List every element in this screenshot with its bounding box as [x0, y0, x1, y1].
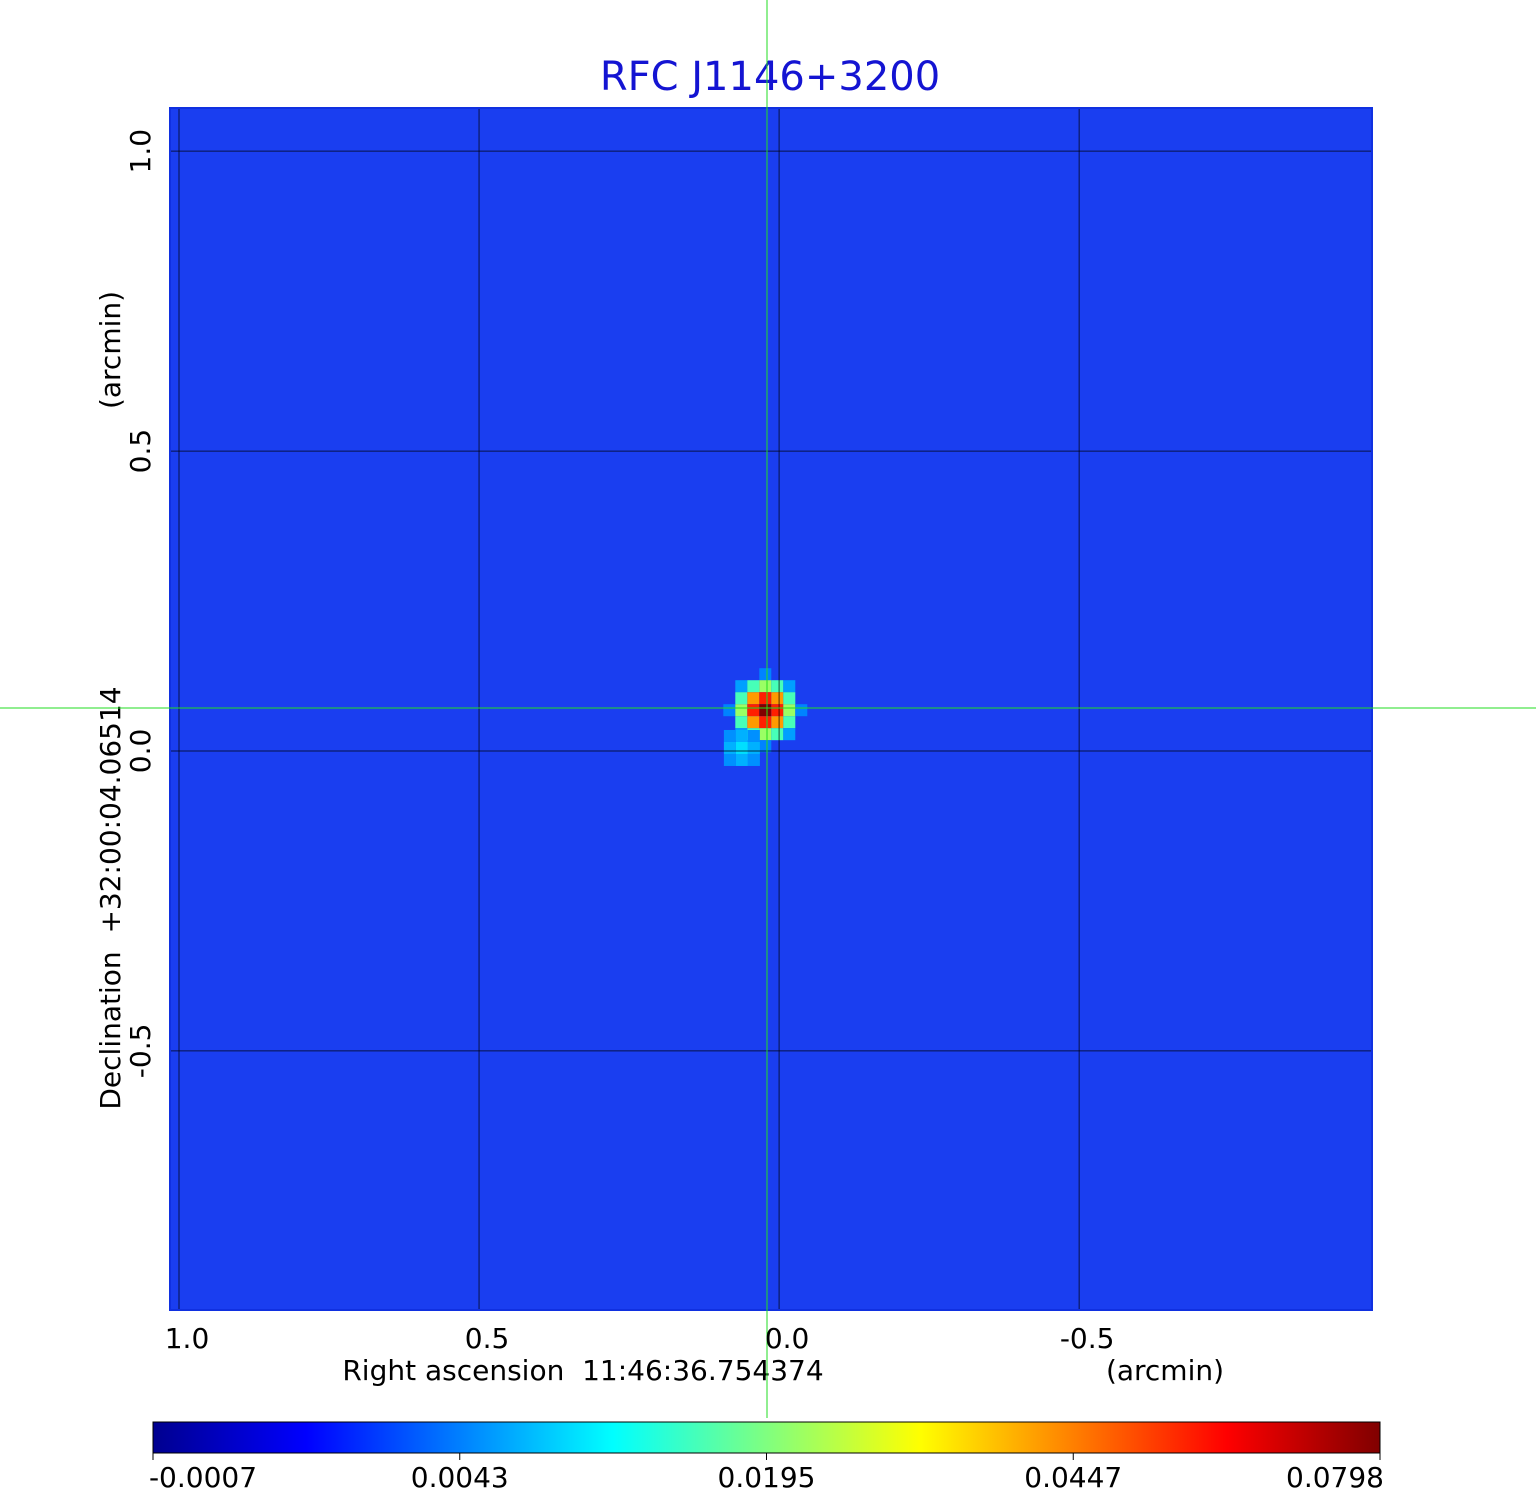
colorbar-tick-label: 0.0043: [411, 1461, 509, 1494]
source-pixel: [723, 729, 736, 742]
source-pixel: [771, 728, 784, 741]
source-pixel: [759, 704, 772, 717]
source-pixel: [771, 716, 784, 729]
source-pixel: [747, 704, 760, 717]
colorbar-tick-label: -0.0007: [149, 1461, 257, 1494]
x-axis-label: Right ascension 11:46:36.754374: [342, 1354, 823, 1387]
x-tick-label: 0.5: [465, 1322, 510, 1355]
source-pixel: [735, 716, 748, 729]
source-pixel: [759, 668, 772, 681]
source-pixel: [759, 728, 772, 741]
colorbar: [152, 1421, 1381, 1454]
source-pixel: [747, 729, 760, 742]
x-tick-label: 0.0: [765, 1322, 810, 1355]
source-pixel: [747, 716, 760, 729]
source-pixel: [723, 741, 736, 754]
y-axis-unit: (arcmin): [94, 291, 127, 409]
source-pixel: [747, 753, 760, 766]
source-pixel: [735, 692, 748, 705]
colorbar-tick-label: 0.0447: [1024, 1461, 1122, 1494]
y-tick-label: 0.0: [124, 729, 157, 774]
source-pixel: [771, 680, 784, 693]
source-pixel: [783, 692, 796, 705]
colorbar-tick-label: 0.0798: [1286, 1461, 1384, 1494]
source-pixel: [783, 680, 796, 693]
source-pixel: [723, 753, 736, 766]
colorbar-tick-label: 0.0195: [718, 1461, 816, 1494]
source-pixel: [783, 704, 796, 717]
y-tick-label: -0.5: [124, 1024, 157, 1079]
x-axis-unit: (arcmin): [1106, 1354, 1224, 1387]
y-tick-label: 1.0: [124, 129, 157, 174]
source-pixel: [723, 704, 736, 717]
x-tick-label: -0.5: [1060, 1322, 1115, 1355]
source-pixel: [759, 740, 772, 753]
source-pixel: [747, 692, 760, 705]
source-pixel: [759, 692, 772, 705]
source-pixel: [735, 729, 748, 742]
image: [723, 668, 808, 766]
source-pixel: [783, 716, 796, 729]
source-pixel: [747, 680, 760, 693]
source-pixel: [735, 704, 748, 717]
colorbar-ticks: -0.0007 0.0043 0.0195 0.0447 0.0798: [149, 1453, 1384, 1494]
grid: [170, 108, 1372, 1310]
source-pixel: [759, 716, 772, 729]
source-pixel: [771, 704, 784, 717]
source-pixel: [735, 680, 748, 693]
chart-title: RFC J1146+3200: [600, 54, 940, 100]
x-tick-label: 1.0: [165, 1322, 210, 1355]
source-pixel: [795, 704, 808, 717]
source-pixel: [759, 680, 772, 693]
source-pixel: [735, 741, 748, 754]
source-pixel: [747, 741, 760, 754]
source-pixel: [735, 753, 748, 766]
y-tick-label: 0.5: [124, 429, 157, 474]
source-pixel: [771, 692, 784, 705]
y-axis-label: Declination +32:00:04.06514: [94, 686, 127, 1109]
source-pixel: [783, 728, 796, 741]
frame: [169, 107, 1373, 1311]
